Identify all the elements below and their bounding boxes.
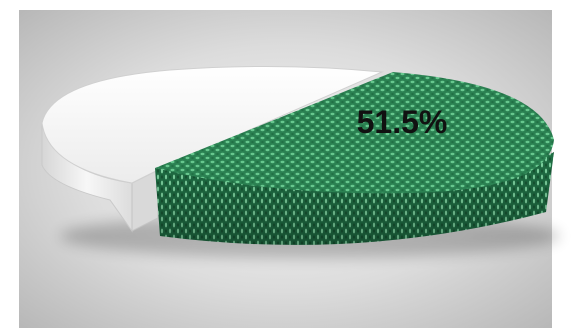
pie-slice-green — [155, 72, 554, 245]
data-label-green: 51.5% — [357, 104, 448, 140]
pie-slice-green-side-shade — [155, 152, 554, 245]
pie-slice-green-top — [155, 72, 554, 194]
pie-slice-white-top — [41, 65, 384, 184]
pie-slice-white — [41, 65, 384, 233]
